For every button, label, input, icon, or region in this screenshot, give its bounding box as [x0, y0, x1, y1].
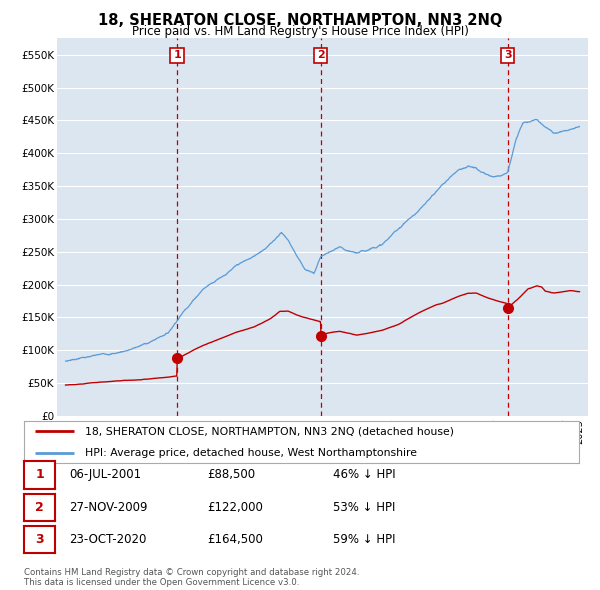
Text: £164,500: £164,500	[207, 533, 263, 546]
Text: 1: 1	[35, 468, 44, 481]
Text: HPI: Average price, detached house, West Northamptonshire: HPI: Average price, detached house, West…	[85, 448, 417, 457]
Text: 27-NOV-2009: 27-NOV-2009	[69, 501, 148, 514]
Text: 3: 3	[504, 50, 511, 60]
Text: 53% ↓ HPI: 53% ↓ HPI	[333, 501, 395, 514]
Text: 1: 1	[173, 50, 181, 60]
Text: 23-OCT-2020: 23-OCT-2020	[69, 533, 146, 546]
Text: 06-JUL-2001: 06-JUL-2001	[69, 468, 141, 481]
Text: Contains HM Land Registry data © Crown copyright and database right 2024.
This d: Contains HM Land Registry data © Crown c…	[24, 568, 359, 587]
Text: 2: 2	[317, 50, 325, 60]
Text: 59% ↓ HPI: 59% ↓ HPI	[333, 533, 395, 546]
Text: Price paid vs. HM Land Registry's House Price Index (HPI): Price paid vs. HM Land Registry's House …	[131, 25, 469, 38]
Text: 18, SHERATON CLOSE, NORTHAMPTON, NN3 2NQ: 18, SHERATON CLOSE, NORTHAMPTON, NN3 2NQ	[98, 13, 502, 28]
Text: 3: 3	[35, 533, 44, 546]
Text: 46% ↓ HPI: 46% ↓ HPI	[333, 468, 395, 481]
Text: £88,500: £88,500	[207, 468, 255, 481]
Text: 18, SHERATON CLOSE, NORTHAMPTON, NN3 2NQ (detached house): 18, SHERATON CLOSE, NORTHAMPTON, NN3 2NQ…	[85, 427, 454, 436]
Text: 2: 2	[35, 501, 44, 514]
Text: £122,000: £122,000	[207, 501, 263, 514]
